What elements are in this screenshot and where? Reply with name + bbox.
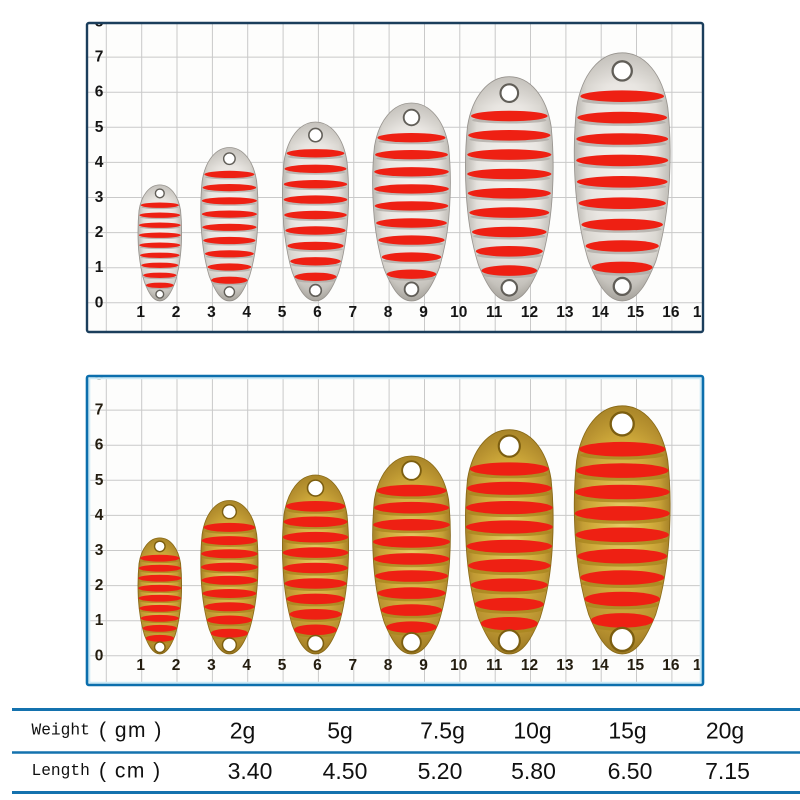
svg-text:5: 5 — [95, 472, 104, 489]
svg-text:6: 6 — [95, 84, 104, 101]
svg-text:6.50: 6.50 — [608, 758, 653, 784]
svg-text:( cm ): ( cm ) — [99, 760, 162, 783]
svg-text:5: 5 — [278, 304, 287, 321]
svg-text:15: 15 — [627, 304, 645, 321]
svg-text:3: 3 — [207, 657, 216, 674]
svg-text:5: 5 — [95, 119, 104, 136]
svg-text:8: 8 — [384, 657, 393, 674]
svg-text:16: 16 — [662, 304, 680, 321]
svg-text:2: 2 — [95, 224, 104, 241]
svg-text:9: 9 — [419, 657, 428, 674]
svg-text:11: 11 — [486, 657, 503, 674]
svg-text:0: 0 — [95, 647, 104, 664]
svg-text:10: 10 — [450, 304, 467, 321]
svg-text:4: 4 — [95, 154, 104, 171]
svg-text:7.15: 7.15 — [705, 758, 750, 784]
svg-text:5.20: 5.20 — [418, 758, 463, 784]
svg-text:4: 4 — [242, 304, 251, 321]
svg-text:8: 8 — [384, 304, 393, 321]
svg-text:7: 7 — [95, 49, 104, 66]
svg-text:9: 9 — [419, 304, 428, 321]
svg-text:6: 6 — [313, 304, 322, 321]
svg-text:( gm ): ( gm ) — [99, 719, 163, 742]
svg-text:3.40: 3.40 — [228, 758, 273, 784]
svg-text:7: 7 — [95, 402, 104, 419]
svg-text:11: 11 — [486, 304, 503, 321]
svg-text:Length: Length — [32, 762, 90, 780]
svg-text:14: 14 — [592, 657, 610, 674]
svg-text:3: 3 — [207, 304, 216, 321]
svg-text:17: 17 — [693, 657, 710, 674]
svg-text:6: 6 — [313, 657, 322, 674]
svg-text:13: 13 — [556, 657, 574, 674]
svg-text:1: 1 — [136, 657, 145, 674]
svg-text:13: 13 — [556, 304, 574, 321]
svg-text:15g: 15g — [608, 718, 646, 744]
svg-text:7: 7 — [348, 304, 357, 321]
svg-text:15: 15 — [627, 657, 645, 674]
svg-text:1: 1 — [95, 612, 104, 629]
svg-text:2: 2 — [172, 304, 181, 321]
svg-text:Weight: Weight — [32, 722, 90, 740]
svg-text:2: 2 — [95, 577, 104, 594]
svg-text:7: 7 — [348, 657, 357, 674]
svg-text:10g: 10g — [513, 718, 551, 744]
svg-text:2: 2 — [172, 657, 181, 674]
svg-text:0: 0 — [95, 294, 104, 311]
svg-text:5.80: 5.80 — [511, 758, 556, 784]
svg-text:4.50: 4.50 — [323, 758, 368, 784]
svg-text:8: 8 — [95, 367, 104, 384]
svg-text:16: 16 — [662, 657, 680, 674]
svg-text:4: 4 — [242, 657, 251, 674]
svg-text:12: 12 — [521, 657, 538, 674]
svg-text:3: 3 — [95, 189, 104, 206]
svg-text:5g: 5g — [327, 718, 353, 744]
svg-text:17: 17 — [693, 304, 710, 321]
svg-text:10: 10 — [450, 657, 467, 674]
svg-text:6: 6 — [95, 437, 104, 454]
svg-text:3: 3 — [95, 542, 104, 559]
svg-text:1: 1 — [95, 259, 104, 276]
svg-text:12: 12 — [521, 304, 538, 321]
svg-text:14: 14 — [592, 304, 610, 321]
svg-text:7.5g: 7.5g — [420, 718, 465, 744]
svg-text:8: 8 — [95, 14, 104, 31]
svg-text:5: 5 — [278, 657, 287, 674]
svg-text:20g: 20g — [706, 718, 744, 744]
svg-text:4: 4 — [95, 507, 104, 524]
svg-text:2g: 2g — [230, 718, 256, 744]
svg-text:1: 1 — [136, 304, 145, 321]
